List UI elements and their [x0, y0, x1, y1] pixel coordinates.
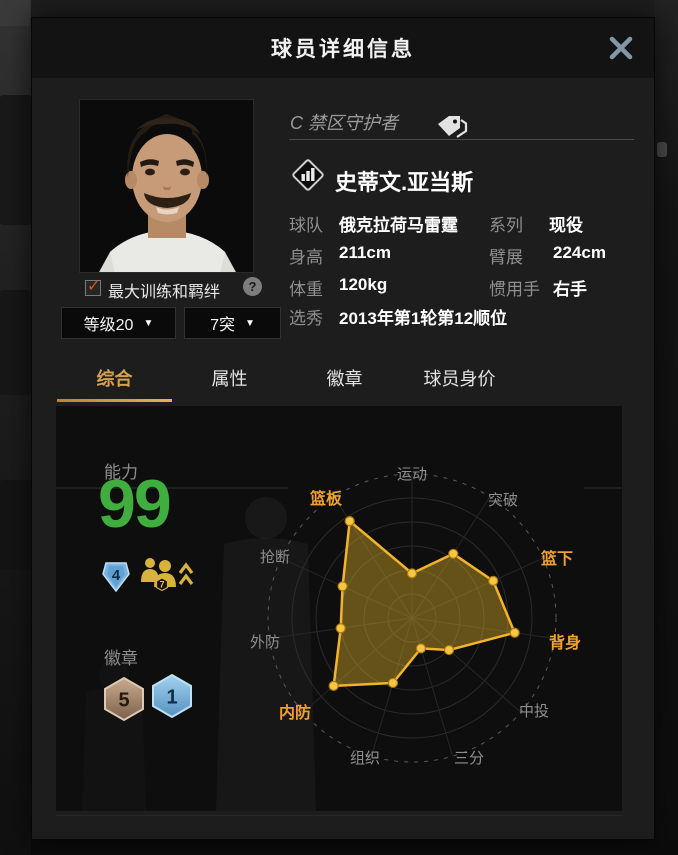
info-label-weight: 体重 — [289, 280, 323, 299]
background-right-strip — [655, 0, 678, 855]
background-block — [0, 480, 31, 570]
radar-axis-label: 运动 — [397, 466, 427, 483]
tag-icon — [436, 114, 468, 144]
radar-axis-label: 突破 — [488, 492, 518, 509]
radar-axis-label: 外防 — [250, 634, 280, 651]
gem-level-number: 4 — [112, 567, 121, 584]
radar-axis-label: 中投 — [519, 703, 549, 720]
background-block — [0, 290, 31, 395]
dialog-title: 球员详细信息 — [271, 38, 415, 61]
info-label-draft: 选秀 — [289, 309, 323, 328]
tab-bar: 综合 属性 徽章 球员身价 — [57, 356, 517, 402]
radar-axis-label: 三分 — [454, 750, 484, 767]
background-bottom-strip — [31, 840, 678, 855]
radar-axis-label: 抢断 — [260, 548, 290, 566]
info-value-team: 俄克拉荷马雷霆 — [339, 216, 458, 235]
background-corner — [0, 0, 30, 26]
info-value-series: 现役 — [549, 216, 583, 235]
info-label-hand: 惯用手 — [489, 280, 540, 299]
header-divider — [289, 139, 634, 140]
badge-blue-hexagon: 1 — [150, 673, 194, 724]
background-left-strip — [0, 0, 31, 855]
radar-axis-label: 组织 — [350, 750, 380, 767]
radar-axis-label: 背身 — [549, 633, 581, 652]
tab-attributes[interactable]: 属性 — [211, 369, 248, 389]
info-value-hand: 右手 — [553, 280, 587, 299]
info-label-series: 系列 — [489, 216, 523, 235]
tab-badges[interactable]: 徽章 — [326, 369, 363, 389]
info-value-height: 211cm — [339, 243, 391, 262]
player-name: 史蒂文.亚当斯 — [335, 170, 474, 195]
stats-diamond-icon — [288, 155, 328, 200]
background-highlight-dot — [657, 142, 667, 157]
dialog-titlebar: 球员详细信息 — [32, 18, 654, 78]
checkmark-icon: ✓ — [87, 278, 101, 295]
breakthrough-dropdown-value: 7突 — [210, 317, 235, 334]
badge-blue-count: 1 — [166, 687, 177, 709]
info-value-wingspan: 224cm — [553, 243, 606, 262]
ability-label: 能力 — [104, 463, 138, 482]
player-photo — [79, 99, 254, 273]
info-value-draft: 2013年第1轮第12顺位 — [339, 309, 508, 328]
ability-value: 99 — [98, 466, 172, 542]
chevron-down-icon: ▼ — [245, 317, 255, 329]
dialog-bottom-divider — [56, 815, 622, 816]
chevron-down-icon: ▼ — [143, 317, 154, 329]
level-dropdown[interactable]: 等级20 ▼ — [61, 307, 176, 339]
bond-upgrade-icon: 7 — [138, 554, 196, 601]
level-dropdown-value: 等级20 — [83, 317, 134, 334]
close-icon — [609, 36, 633, 60]
close-button[interactable] — [605, 32, 637, 64]
tab-player-value[interactable]: 球员身价 — [423, 369, 496, 389]
max-training-checkbox[interactable]: ✓ — [85, 278, 101, 296]
info-value-weight: 120kg — [339, 275, 388, 294]
max-training-label: 最大训练和羁绊 — [108, 284, 221, 301]
background-top-strip — [31, 0, 678, 17]
radar-axis-label: 篮下 — [540, 549, 573, 568]
badge-bronze-count: 5 — [118, 690, 129, 712]
info-label-wingspan: 臂展 — [489, 248, 523, 267]
info-label-height: 身高 — [289, 248, 323, 267]
position-title: C 禁区守护者 — [290, 113, 398, 133]
tab-overall[interactable]: 综合 — [57, 356, 172, 402]
overview-panel: 运动突破篮下背身中投三分 组织 内防 外防 抢断 篮板 能力 99 4 — [56, 406, 622, 811]
info-label-team: 球队 — [289, 216, 323, 235]
player-detail-dialog: 球员详细信息 — [31, 17, 655, 840]
help-icon[interactable]: ? — [243, 277, 262, 296]
gem-level-icon: 4 — [101, 559, 131, 598]
badge-bronze-hexagon: 5 — [102, 676, 146, 727]
breakthrough-dropdown[interactable]: 7突 ▼ — [184, 307, 281, 339]
radar-axis-label: 篮板 — [309, 489, 343, 508]
background-block — [0, 95, 31, 225]
player-portrait-image — [80, 100, 253, 272]
radar-axis-label: 内防 — [279, 703, 311, 722]
bond-level-number: 7 — [159, 580, 164, 590]
badges-label: 徽章 — [104, 649, 138, 668]
